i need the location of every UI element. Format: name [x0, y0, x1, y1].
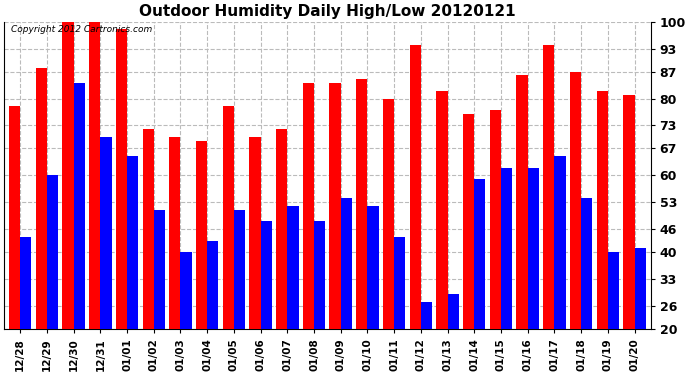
Bar — [276, 129, 287, 329]
Bar — [234, 210, 245, 329]
Title: Outdoor Humidity Daily High/Low 20120121: Outdoor Humidity Daily High/Low 20120121 — [139, 4, 515, 19]
Bar — [597, 91, 608, 329]
Bar — [463, 114, 474, 329]
Bar — [169, 137, 181, 329]
Bar — [100, 137, 112, 329]
Bar — [635, 248, 646, 329]
Bar — [356, 80, 368, 329]
Bar — [330, 83, 341, 329]
Bar — [223, 106, 234, 329]
Bar — [62, 22, 74, 329]
Text: Copyright 2012 Cartronics.com: Copyright 2012 Cartronics.com — [10, 25, 152, 34]
Bar — [528, 168, 539, 329]
Bar — [608, 252, 619, 329]
Bar — [89, 22, 100, 329]
Bar — [517, 75, 528, 329]
Bar — [287, 206, 299, 329]
Bar — [196, 141, 207, 329]
Bar — [394, 237, 405, 329]
Bar — [410, 45, 421, 329]
Bar — [36, 68, 47, 329]
Bar — [207, 241, 218, 329]
Bar — [623, 94, 635, 329]
Bar — [116, 29, 127, 329]
Bar — [474, 179, 486, 329]
Bar — [47, 176, 58, 329]
Bar — [154, 210, 165, 329]
Bar — [554, 156, 566, 329]
Bar — [143, 129, 154, 329]
Bar — [181, 252, 192, 329]
Bar — [20, 237, 32, 329]
Bar — [501, 168, 512, 329]
Bar — [9, 106, 20, 329]
Bar — [570, 72, 581, 329]
Bar — [261, 221, 272, 329]
Bar — [436, 91, 448, 329]
Bar — [383, 99, 394, 329]
Bar — [368, 206, 379, 329]
Bar — [127, 156, 138, 329]
Bar — [249, 137, 261, 329]
Bar — [448, 294, 459, 329]
Bar — [74, 83, 85, 329]
Bar — [421, 302, 432, 329]
Bar — [341, 198, 352, 329]
Bar — [303, 83, 314, 329]
Bar — [543, 45, 554, 329]
Bar — [490, 110, 501, 329]
Bar — [314, 221, 325, 329]
Bar — [581, 198, 592, 329]
